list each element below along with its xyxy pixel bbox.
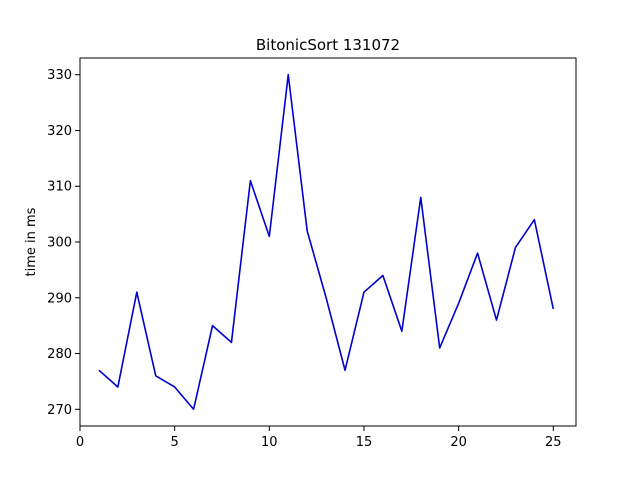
plot-frame [79,57,577,427]
x-tick-label: 15 [356,435,373,450]
y-tick-label: 330 [47,68,72,83]
x-tick-label: 10 [261,435,278,450]
x-tick-label: 0 [76,435,84,450]
y-tick-label: 280 [47,347,72,362]
y-tick-label: 320 [47,124,72,139]
y-tick-label: 310 [47,180,72,195]
x-tick-label: 5 [171,435,179,450]
series-line-0 [98,73,555,411]
series-layer [98,73,555,411]
y-tick-label: 300 [47,236,72,251]
chart-title: BitonicSort 131072 [256,36,400,54]
x-tick-label: 25 [545,435,562,450]
x-tick-label: 20 [450,435,467,450]
y-tick-label: 270 [47,403,72,418]
y-tick-label: 290 [47,291,72,306]
y-axis-label: time in ms [24,207,39,276]
axis-ticks: 0 5 10 15 20 25 270 280 290 300 310 320 330 [47,68,561,450]
